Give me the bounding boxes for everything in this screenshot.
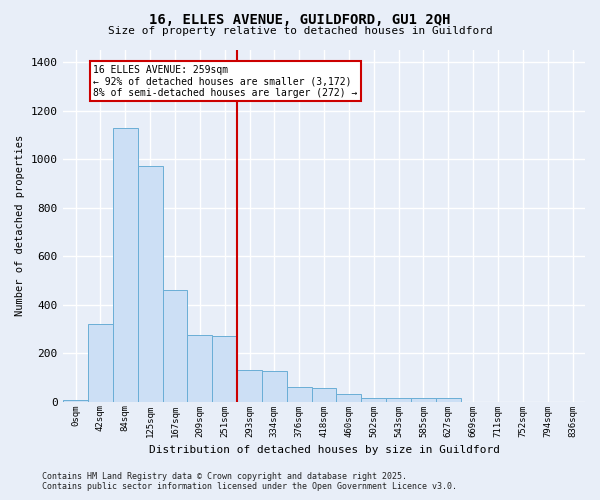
Text: Contains HM Land Registry data © Crown copyright and database right 2025.
Contai: Contains HM Land Registry data © Crown c… — [42, 472, 457, 491]
Bar — [187, 335, 212, 402]
Bar — [386, 398, 411, 402]
Bar — [411, 398, 436, 402]
Bar — [237, 370, 262, 402]
Bar — [88, 324, 113, 402]
Bar — [337, 394, 361, 402]
Bar — [436, 398, 461, 402]
Text: 16 ELLES AVENUE: 259sqm
← 92% of detached houses are smaller (3,172)
8% of semi-: 16 ELLES AVENUE: 259sqm ← 92% of detache… — [93, 64, 358, 98]
Bar — [163, 290, 187, 402]
Bar — [262, 372, 287, 402]
Text: Size of property relative to detached houses in Guildford: Size of property relative to detached ho… — [107, 26, 493, 36]
Bar — [63, 400, 88, 402]
Bar — [311, 388, 337, 402]
Bar — [212, 336, 237, 402]
Bar — [287, 387, 311, 402]
Bar — [137, 166, 163, 402]
Bar — [361, 398, 386, 402]
X-axis label: Distribution of detached houses by size in Guildford: Distribution of detached houses by size … — [149, 445, 500, 455]
Text: 16, ELLES AVENUE, GUILDFORD, GU1 2QH: 16, ELLES AVENUE, GUILDFORD, GU1 2QH — [149, 12, 451, 26]
Y-axis label: Number of detached properties: Number of detached properties — [15, 135, 25, 316]
Bar — [113, 128, 137, 402]
